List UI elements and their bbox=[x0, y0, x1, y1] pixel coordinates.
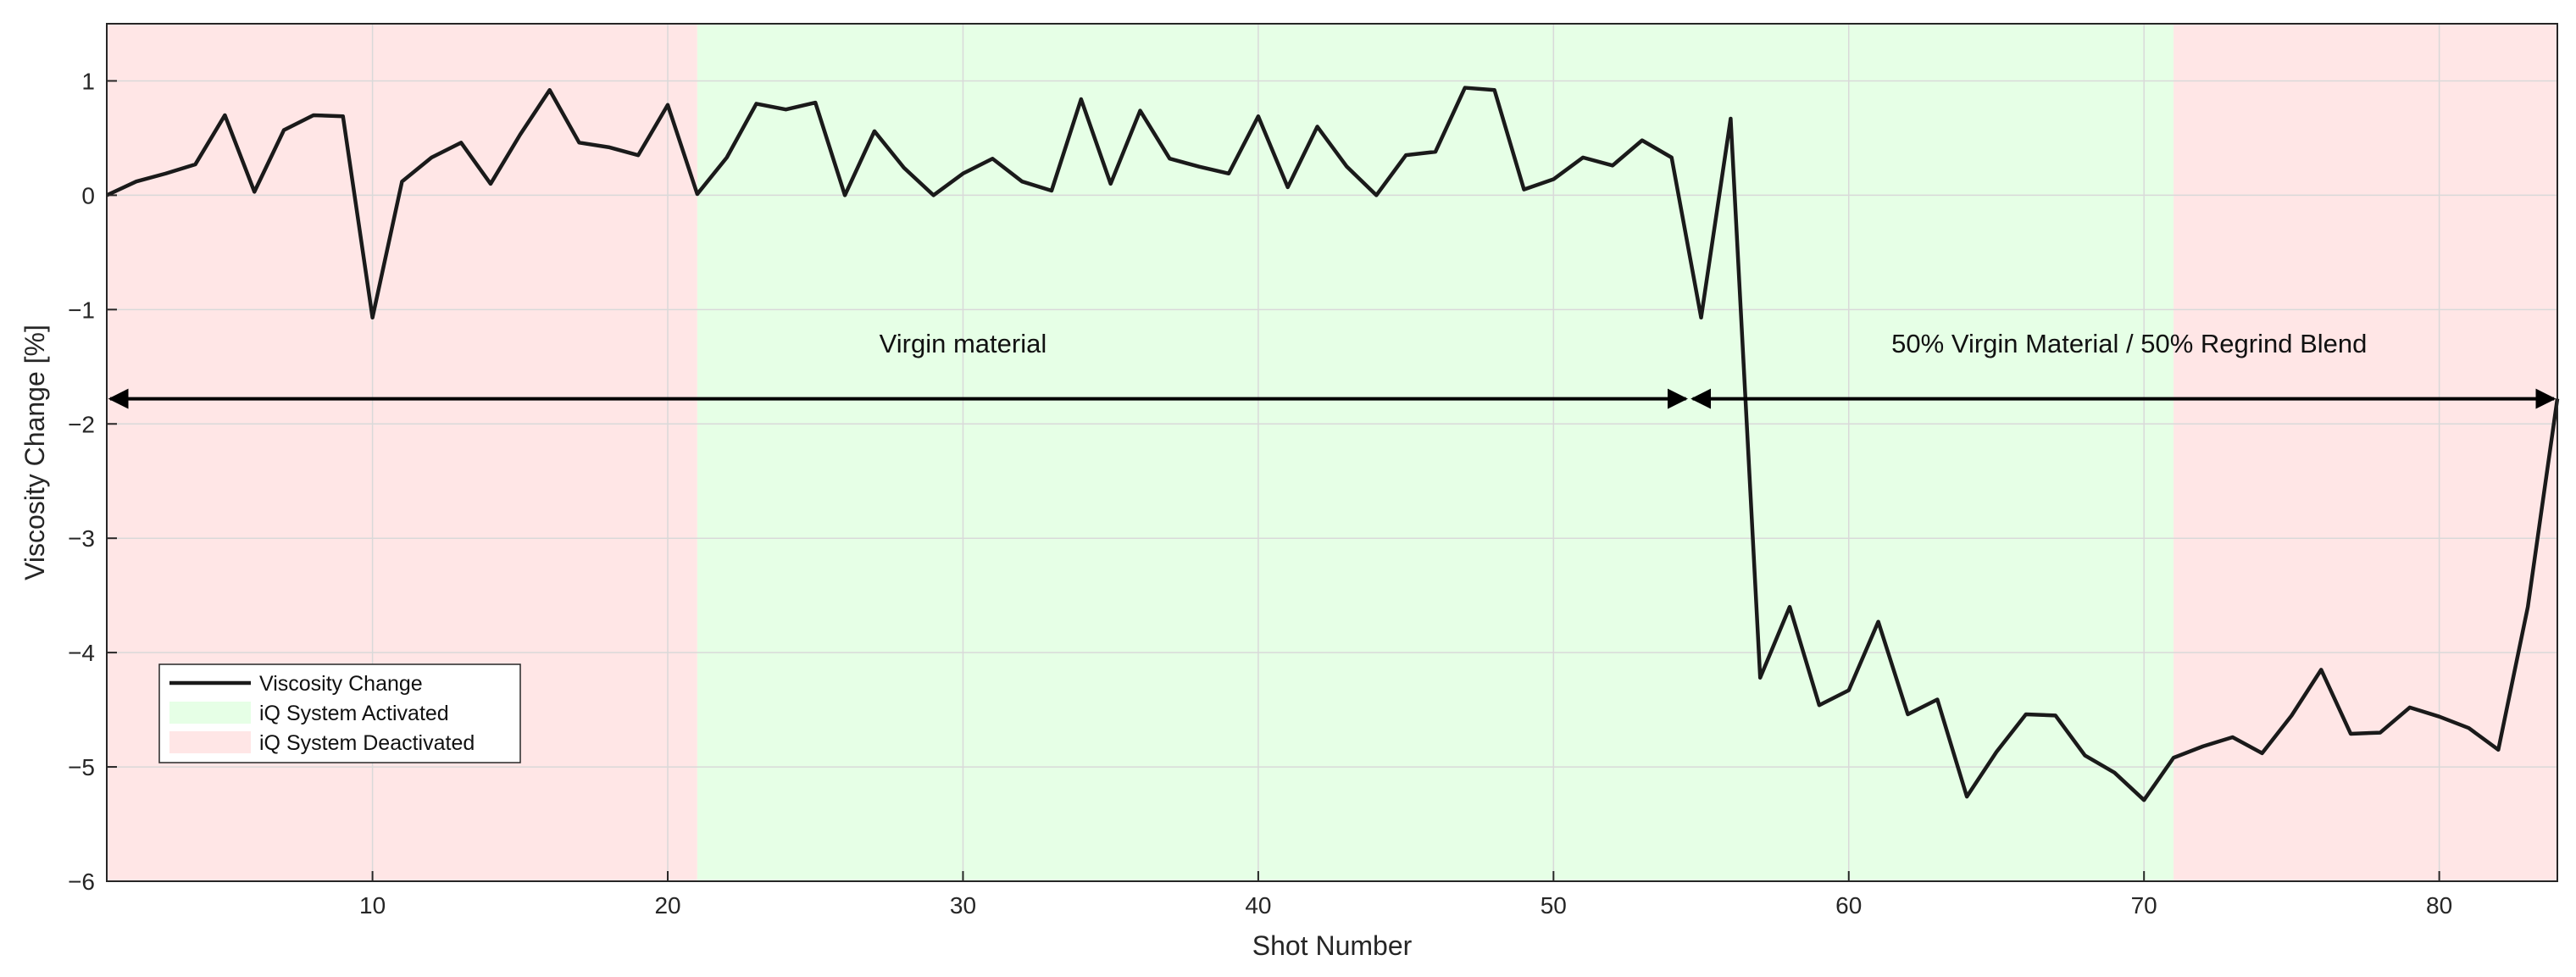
x-tick-label-20: 20 bbox=[654, 892, 680, 919]
y-tick-label--5: −5 bbox=[68, 754, 95, 780]
region-deactivated-2 bbox=[2174, 24, 2557, 881]
y-tick-label--6: −6 bbox=[68, 869, 95, 895]
x-tick-label-30: 30 bbox=[950, 892, 976, 919]
region-activated-1 bbox=[697, 24, 2174, 881]
y-tick-label--1: −1 bbox=[68, 297, 95, 323]
legend-swatch-activated bbox=[169, 702, 251, 724]
y-tick-label--2: −2 bbox=[68, 411, 95, 437]
x-tick-label-40: 40 bbox=[1245, 892, 1271, 919]
y-axis-title: Viscosity Change [%] bbox=[19, 325, 50, 580]
legend: Viscosity Change iQ System Activated iQ Sy… bbox=[158, 663, 521, 763]
annotation-label-virgin-material: Virgin material bbox=[880, 329, 1047, 358]
legend-label-activated: iQ System Activated bbox=[259, 702, 449, 725]
x-tick-label-70: 70 bbox=[2131, 892, 2157, 919]
x-tick-label-80: 80 bbox=[2426, 892, 2452, 919]
plot-frame bbox=[106, 23, 2558, 882]
shaded-regions bbox=[107, 24, 2557, 881]
x-tick-label-10: 10 bbox=[359, 892, 386, 919]
y-tick-label--4: −4 bbox=[68, 640, 95, 666]
series-group bbox=[106, 86, 2560, 802]
annotation-label-blend: 50% Virgin Material / 50% Regrind Blend bbox=[1891, 329, 2367, 358]
legend-label-viscosity-change: Viscosity Change bbox=[259, 672, 423, 696]
legend-label-deactivated: iQ System Deactivated bbox=[259, 731, 475, 755]
x-tick-label-50: 50 bbox=[1541, 892, 1567, 919]
axes: 10 20 30 40 50 60 70 80 −6 −5 −4 −3 −2 −1 0 1 Shot Numbe… bbox=[19, 23, 2558, 961]
y-tick-label-1: 1 bbox=[81, 68, 95, 94]
series-line-viscosity-change bbox=[106, 86, 2560, 802]
y-tick-label--3: −3 bbox=[68, 525, 95, 552]
annotations: Virgin material 50% Virgin Material / 50%… bbox=[108, 329, 2557, 409]
y-tick-label-0: 0 bbox=[81, 182, 95, 208]
x-axis-title: Shot Number bbox=[1252, 930, 1413, 961]
x-tick-label-60: 60 bbox=[1835, 892, 1862, 919]
legend-swatch-deactivated bbox=[169, 731, 251, 753]
